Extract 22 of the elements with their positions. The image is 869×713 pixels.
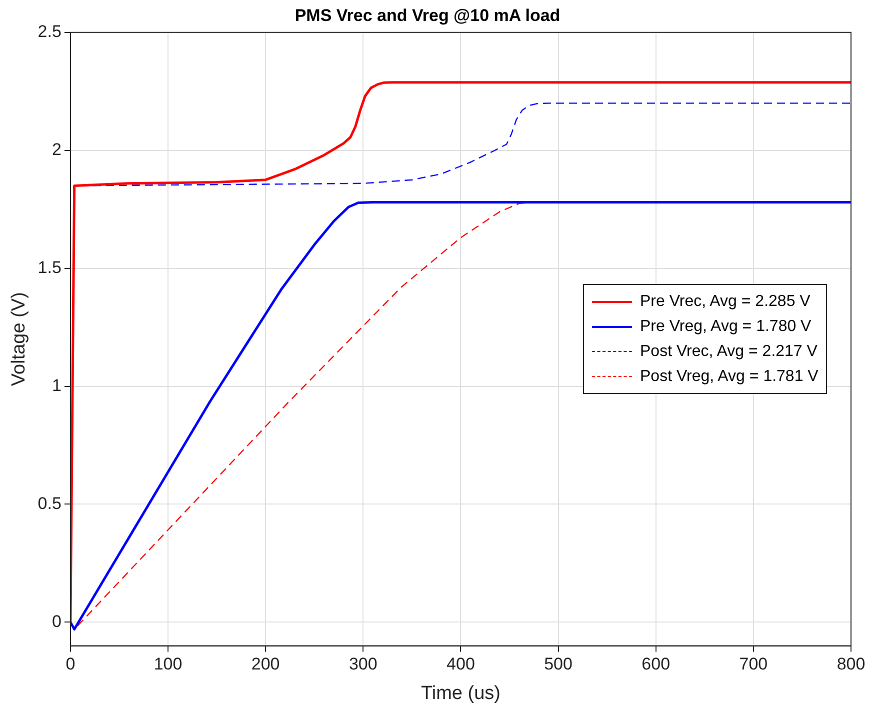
x-tick-label: 800: [836, 654, 866, 674]
legend-label: Post Vrec, Avg = 2.217 V: [640, 342, 818, 361]
x-tick-label: 700: [739, 654, 768, 674]
y-tick-label: 1.5: [38, 258, 62, 278]
x-axis-title: Time (us): [420, 682, 500, 704]
legend-label: Pre Vreg, Avg = 1.780 V: [640, 318, 812, 336]
y-tick-label: 1: [52, 376, 62, 395]
y-tick-label: 2: [52, 140, 62, 160]
x-tick-label: 0: [66, 654, 76, 674]
x-tick-label: 200: [251, 654, 280, 674]
x-tick-label: 600: [642, 654, 670, 674]
y-tick-label: 0.5: [38, 494, 62, 513]
legend-label: Post Vreg, Avg = 1.781 V: [640, 368, 818, 386]
chart-title: PMS Vrec and Vreg @10 mA load: [294, 6, 560, 25]
x-tick-label: 100: [154, 654, 182, 674]
y-axis-title: Voltage (V): [8, 292, 30, 386]
x-tick-label: 400: [446, 654, 475, 674]
x-tick-label: 500: [544, 654, 572, 674]
y-tick-label: 0: [52, 612, 62, 631]
legend-label: Pre Vrec, Avg = 2.285 V: [640, 292, 810, 311]
x-tick-label: 300: [348, 654, 378, 674]
y-tick-label: 2.5: [38, 22, 62, 42]
